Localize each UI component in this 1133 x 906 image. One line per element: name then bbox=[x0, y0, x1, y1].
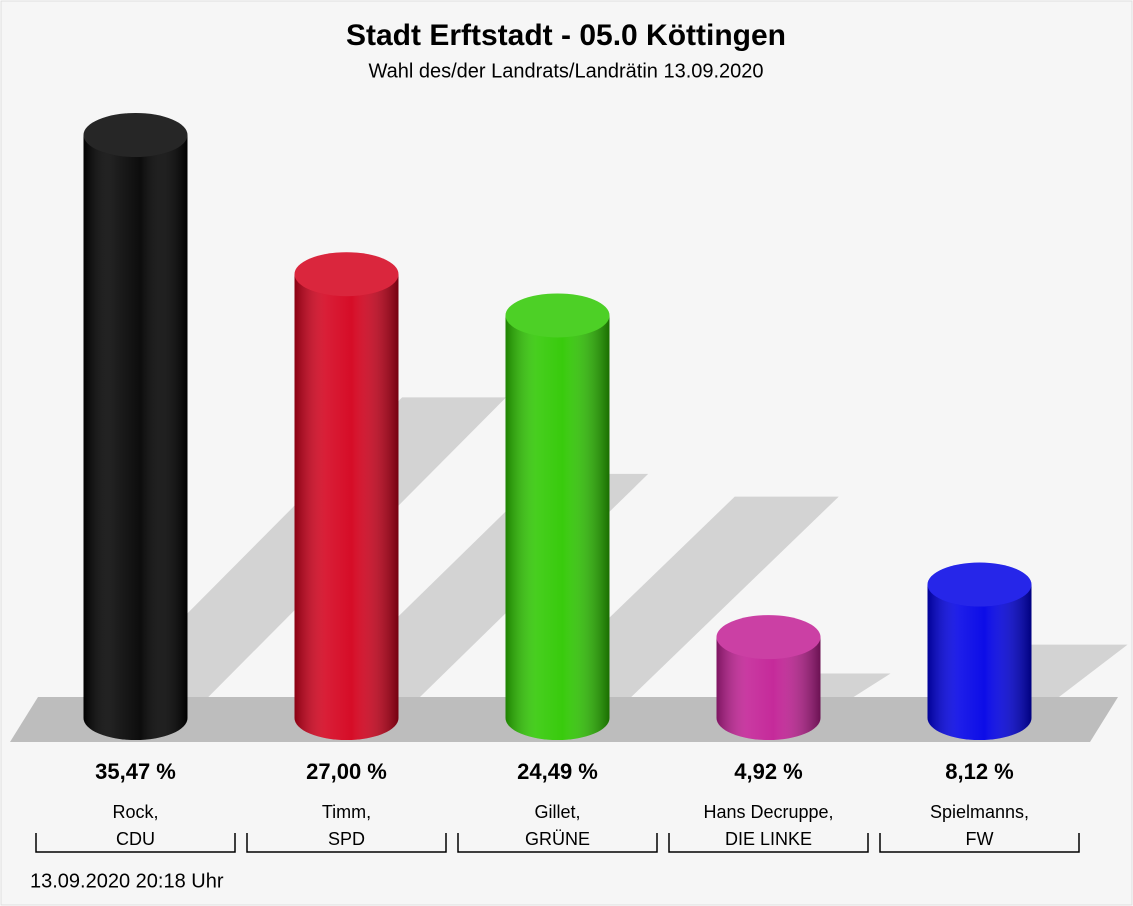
x-tick-label: FW bbox=[966, 829, 994, 849]
category-bracket bbox=[35, 833, 236, 853]
category-bracket bbox=[246, 833, 447, 853]
value-label: 35,47 % bbox=[95, 759, 176, 784]
bar-shade bbox=[927, 584, 1032, 718]
chart-title: Stadt Erftstadt - 05.0 Köttingen bbox=[346, 19, 786, 52]
category-bracket bbox=[668, 833, 869, 853]
category-bracket bbox=[457, 833, 658, 853]
bar-top bbox=[716, 615, 821, 660]
x-tick-label: SPD bbox=[328, 829, 365, 849]
value-label: 24,49 % bbox=[517, 759, 598, 784]
chart-subtitle: Wahl des/der Landrats/Landrätin 13.09.20… bbox=[368, 60, 763, 82]
x-tick-label: Gillet, bbox=[534, 802, 580, 822]
bar-shade bbox=[83, 135, 188, 718]
value-label: 8,12 % bbox=[945, 759, 1014, 784]
x-tick-label: Spielmanns, bbox=[930, 802, 1029, 822]
bar-top-highlight bbox=[294, 252, 399, 297]
bar-top bbox=[83, 113, 188, 157]
bar-shade bbox=[294, 274, 399, 718]
bar-top bbox=[927, 562, 1032, 607]
x-tick-label: Timm, bbox=[322, 802, 371, 822]
value-label: 27,00 % bbox=[306, 759, 387, 784]
bar-top bbox=[294, 252, 399, 297]
bar-top bbox=[505, 293, 610, 338]
bar-shade bbox=[505, 315, 610, 718]
bar-top-highlight bbox=[716, 615, 821, 660]
bar-top-highlight bbox=[505, 293, 610, 338]
x-tick-label: DIE LINKE bbox=[725, 829, 812, 849]
x-tick-label: Rock, bbox=[112, 802, 158, 822]
x-tick-label: GRÜNE bbox=[525, 829, 590, 849]
footnote: 13.09.2020 20:18 Uhr bbox=[30, 870, 224, 892]
value-label: 4,92 % bbox=[734, 759, 803, 784]
x-tick-label: Hans Decruppe, bbox=[703, 802, 833, 822]
category-bracket bbox=[879, 833, 1080, 853]
bar-top-highlight bbox=[83, 113, 188, 157]
x-tick-label: CDU bbox=[116, 829, 155, 849]
bar-top-highlight bbox=[927, 562, 1032, 607]
